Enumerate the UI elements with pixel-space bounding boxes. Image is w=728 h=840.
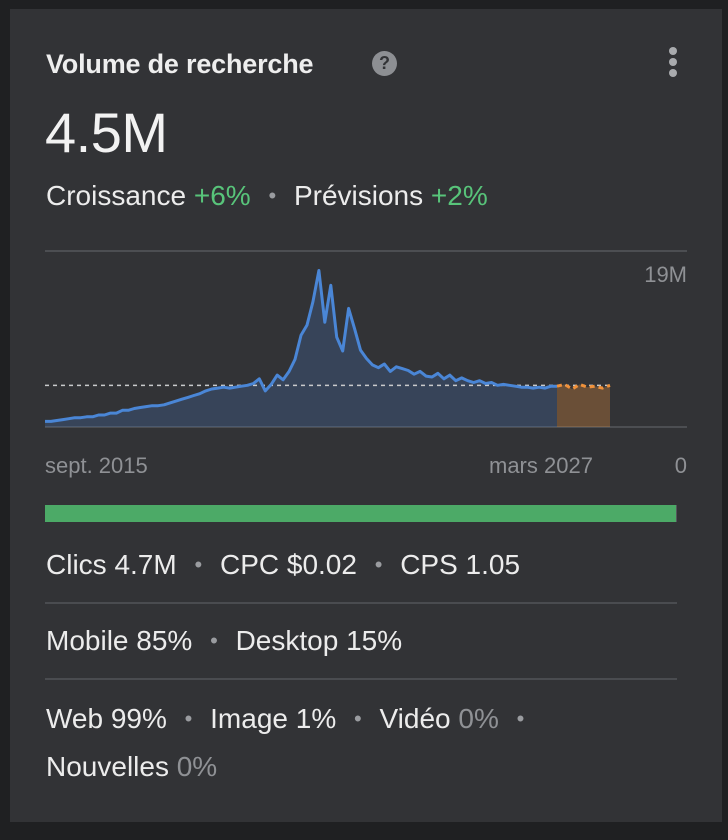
history-line [45, 269, 557, 423]
forecast-area [557, 384, 610, 427]
search-volume-value: 4.5M [45, 101, 168, 164]
growth-label: Croissance [46, 180, 187, 211]
card-title: Volume de recherche [46, 49, 314, 79]
serp-type-row: Web 99% • Image 1% • Vidéo 0% • [46, 701, 534, 737]
growth-row: Croissance +6% • Prévisions +2% [46, 178, 488, 214]
history-area [45, 270, 557, 427]
separator-dot: • [268, 183, 277, 208]
desktop-stat: Desktop 15% [235, 625, 403, 656]
device-row: Mobile 85% • Desktop 15% [46, 623, 402, 659]
card-header: Volume de recherche ? [46, 46, 686, 86]
more-options-icon[interactable] [668, 47, 678, 79]
divider [45, 678, 677, 680]
cpc-stat: CPC $0.02 [219, 549, 357, 580]
clicks-stat: Clics 4.7M [46, 549, 177, 580]
video-label: Vidéo [379, 703, 451, 734]
news-value: 0% [176, 751, 218, 782]
help-icon[interactable]: ? [372, 51, 397, 76]
progress-bar-fill [45, 505, 676, 522]
x-start-label: sept. 2015 [45, 453, 148, 478]
trend-chart[interactable]: 19M sept. 2015 mars 2027 0 [45, 249, 687, 479]
forecast-line [556, 382, 611, 391]
y-max-label: 19M [644, 262, 687, 287]
separator-dot: • [194, 552, 203, 577]
separator-dot: • [516, 706, 525, 731]
news-label: Nouvelles [46, 751, 169, 782]
separator-dot: • [210, 628, 218, 653]
forecast-value: +2% [430, 180, 488, 211]
growth-value: +6% [193, 180, 251, 211]
news-row: Nouvelles 0% [46, 749, 217, 785]
separator-dot: • [354, 706, 362, 731]
image-stat: Image 1% [210, 703, 337, 734]
progress-bar-track [45, 505, 677, 522]
video-value: 0% [458, 703, 499, 734]
web-stat: Web 99% [46, 703, 167, 734]
clicks-row: Clics 4.7M • CPC $0.02 • CPS 1.05 [46, 547, 520, 583]
separator-dot: • [184, 706, 193, 731]
x-end-label: mars 2027 [489, 453, 593, 478]
search-volume-card: Volume de recherche ? 4.5M Croissance +6… [10, 9, 722, 822]
y-min-label: 0 [674, 453, 687, 478]
cps-stat: CPS 1.05 [400, 549, 521, 580]
mobile-stat: Mobile 85% [46, 625, 193, 656]
separator-dot: • [374, 552, 383, 577]
forecast-label: Prévisions [293, 180, 424, 211]
divider [45, 602, 677, 604]
trend-chart-svg [45, 250, 687, 428]
